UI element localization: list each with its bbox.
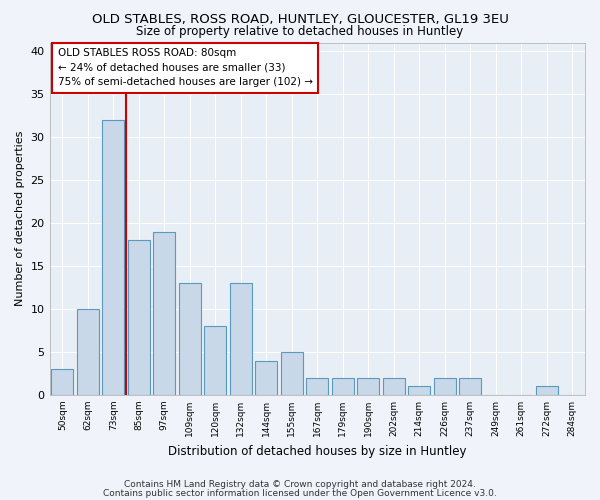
Bar bbox=[103, 120, 124, 395]
Bar bbox=[358, 378, 379, 395]
X-axis label: Distribution of detached houses by size in Huntley: Distribution of detached houses by size … bbox=[168, 444, 467, 458]
Text: Contains public sector information licensed under the Open Government Licence v3: Contains public sector information licen… bbox=[103, 488, 497, 498]
Bar bbox=[179, 283, 200, 395]
Bar bbox=[383, 378, 404, 395]
Bar bbox=[128, 240, 149, 395]
Bar bbox=[409, 386, 430, 395]
Text: Contains HM Land Registry data © Crown copyright and database right 2024.: Contains HM Land Registry data © Crown c… bbox=[124, 480, 476, 489]
Bar bbox=[230, 283, 251, 395]
Bar bbox=[460, 378, 481, 395]
Bar bbox=[205, 326, 226, 395]
Bar bbox=[307, 378, 328, 395]
Y-axis label: Number of detached properties: Number of detached properties bbox=[15, 131, 25, 306]
Text: OLD STABLES, ROSS ROAD, HUNTLEY, GLOUCESTER, GL19 3EU: OLD STABLES, ROSS ROAD, HUNTLEY, GLOUCES… bbox=[92, 12, 508, 26]
Bar bbox=[52, 369, 73, 395]
Bar bbox=[434, 378, 455, 395]
Bar bbox=[154, 232, 175, 395]
Bar bbox=[77, 309, 98, 395]
Text: Size of property relative to detached houses in Huntley: Size of property relative to detached ho… bbox=[136, 25, 464, 38]
Bar bbox=[332, 378, 353, 395]
Text: OLD STABLES ROSS ROAD: 80sqm
← 24% of detached houses are smaller (33)
75% of se: OLD STABLES ROSS ROAD: 80sqm ← 24% of de… bbox=[58, 48, 313, 88]
Bar bbox=[256, 360, 277, 395]
Bar bbox=[281, 352, 302, 395]
Bar bbox=[536, 386, 557, 395]
